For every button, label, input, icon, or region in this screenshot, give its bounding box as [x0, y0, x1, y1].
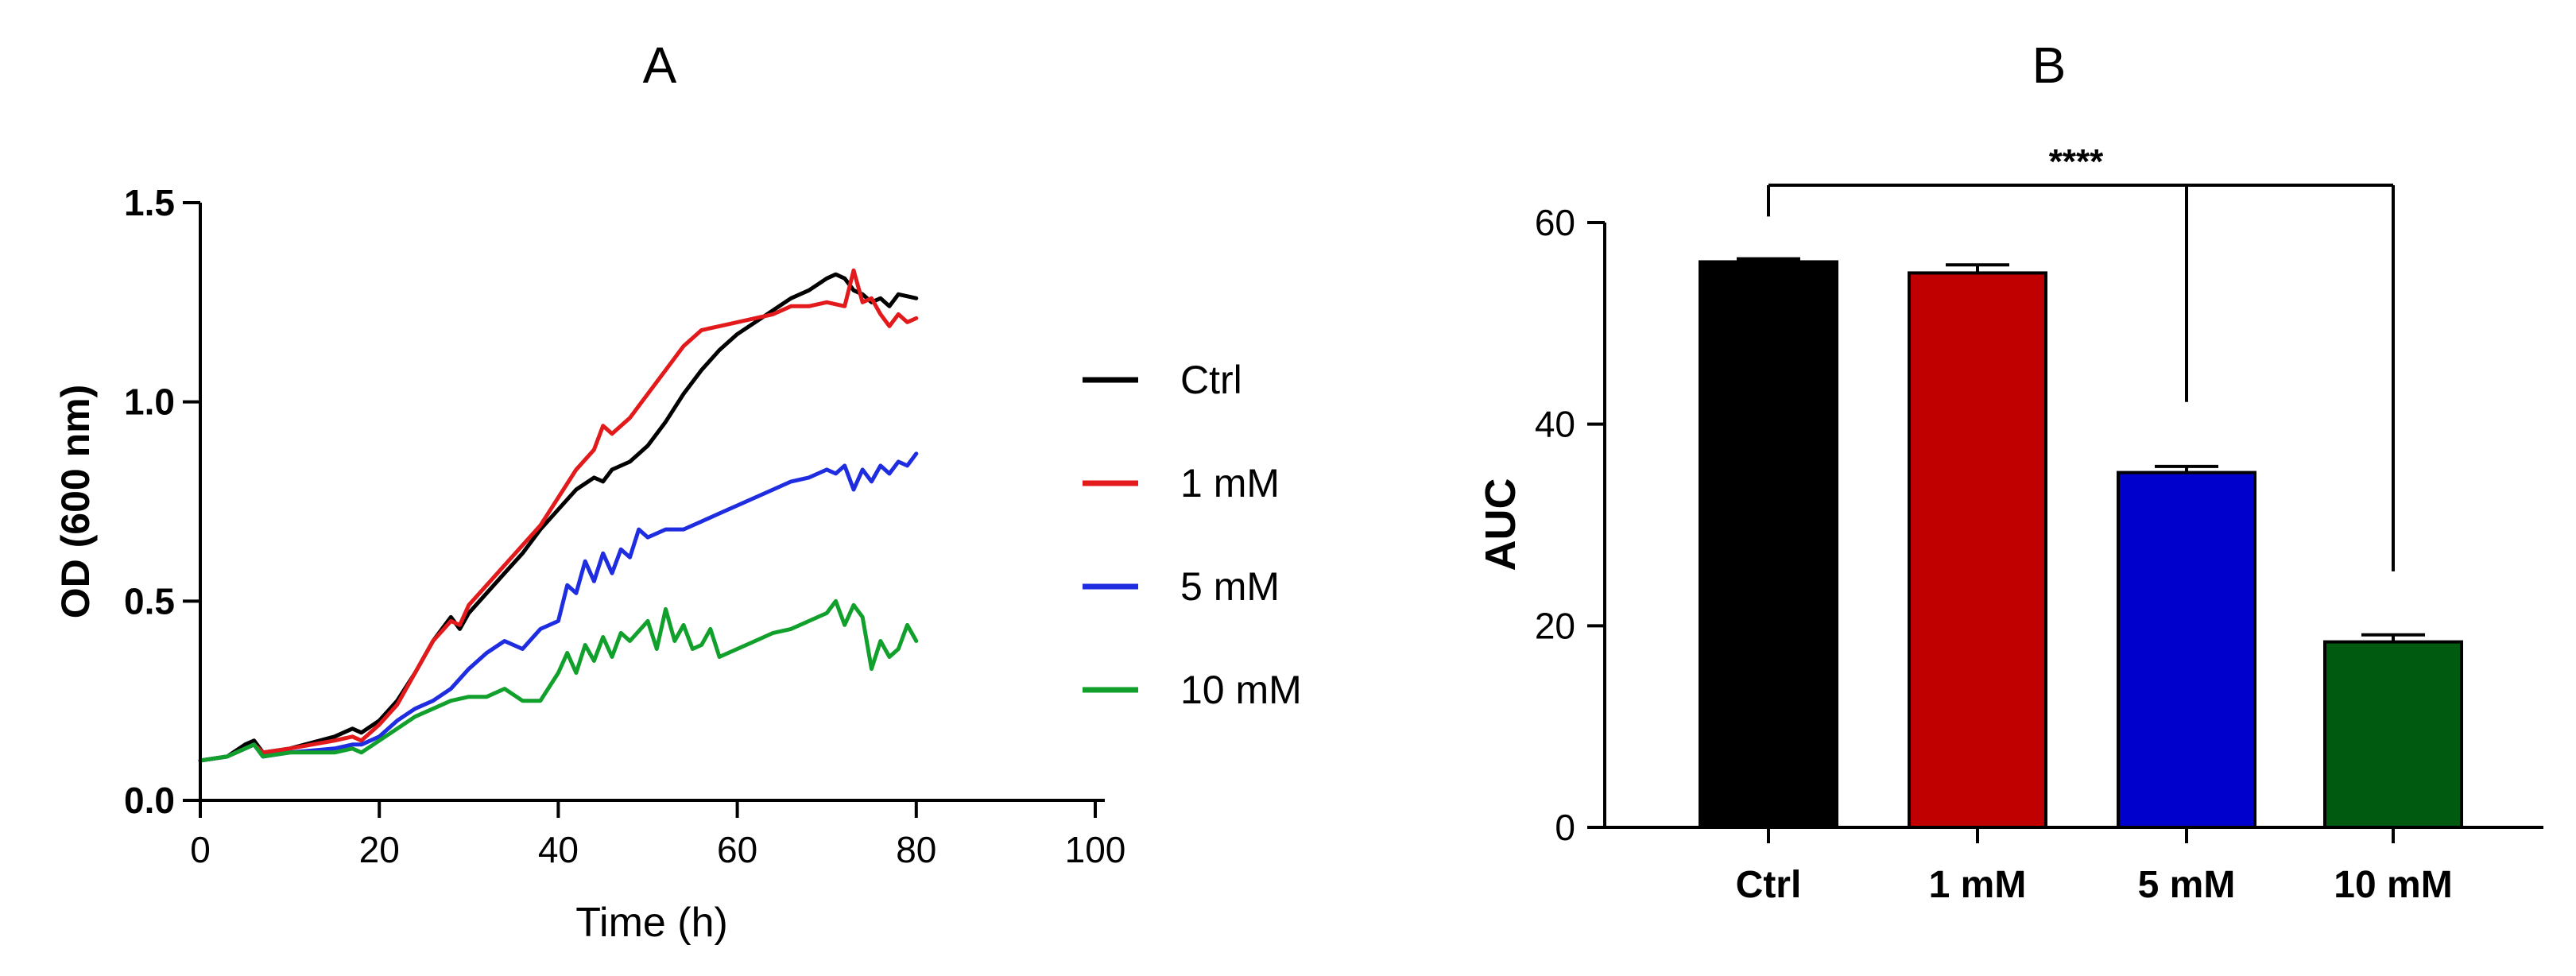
bar-ctrl [1699, 260, 1838, 829]
y-tick-label: 0.5 [124, 580, 175, 622]
panel-b-significance-bracket [1767, 184, 2395, 571]
y-tick-label: 0.0 [124, 780, 175, 821]
y-tick-label: 20 [1535, 605, 1575, 646]
panel-b-y-ticks: 0 20 40 60 [1535, 202, 1605, 848]
panel-a-legend: Ctrl 1 mM 5 mM 10 mM [1083, 358, 1302, 712]
x-tick-label-10-mm: 10 mM [2334, 864, 2452, 906]
legend-label-10-mm: 10 mM [1180, 668, 1302, 712]
panel-a-y-ticks: 0.0 0.5 1.0 1.5 [124, 182, 200, 821]
x-tick-label-5-mm: 5 mM [2138, 864, 2236, 906]
x-tick-label: 100 [1065, 829, 1126, 870]
bar-1-mm [1908, 271, 2047, 829]
legend-label-ctrl: Ctrl [1180, 358, 1242, 402]
panel-b-y-axis-label: AUC [1477, 478, 1524, 571]
panel-a-x-ticks: 0 20 40 60 80 100 [190, 800, 1125, 870]
significance-label: **** [2049, 142, 2104, 181]
panel-b-error-bars-group [1737, 257, 2425, 642]
panel-b-x-ticks: Ctrl 1 mM 5 mM 10 mM [1736, 827, 2453, 906]
y-tick-label: 1.5 [124, 182, 175, 223]
x-tick-label-ctrl: Ctrl [1736, 864, 1802, 906]
y-tick-label: 0 [1555, 807, 1575, 848]
panel-b-bars-group [1699, 260, 2463, 830]
x-tick-label: 0 [190, 829, 211, 870]
bar-10-mm [2323, 640, 2463, 829]
y-tick-label: 40 [1535, 404, 1575, 445]
y-tick-label: 1.0 [124, 381, 175, 423]
panel-a-x-axis-label: Time (h) [575, 900, 728, 946]
x-tick-label: 40 [538, 829, 579, 870]
panel-b-title: B [2032, 37, 2067, 94]
panel-b-bar-chart: B **** 0 20 40 60 Ctrl 1 mM 5 mM 10 mM AUC [1477, 37, 2543, 906]
legend-label-1-mm: 1 mM [1180, 461, 1280, 505]
panel-a-title: A [643, 37, 677, 94]
panel-a-series-group [198, 268, 919, 763]
panel-a-line-chart: A 0 20 40 60 80 100 0.0 0.5 1.0 1.5 Time (h) OD … [53, 37, 1302, 946]
series-line-10-mm [198, 598, 919, 763]
series-line-5-mm [198, 451, 919, 763]
panel-a-y-axis-label: OD (600 nm) [53, 385, 98, 619]
series-line-ctrl [198, 272, 919, 763]
x-tick-label: 60 [717, 829, 757, 870]
x-tick-label: 20 [359, 829, 400, 870]
y-tick-label: 60 [1535, 202, 1575, 243]
bar-5-mm [2117, 471, 2256, 830]
x-tick-label: 80 [896, 829, 936, 870]
series-line-1-mm [198, 268, 919, 763]
legend-label-5-mm: 5 mM [1180, 564, 1280, 609]
x-tick-label-1-mm: 1 mM [1929, 864, 2027, 906]
